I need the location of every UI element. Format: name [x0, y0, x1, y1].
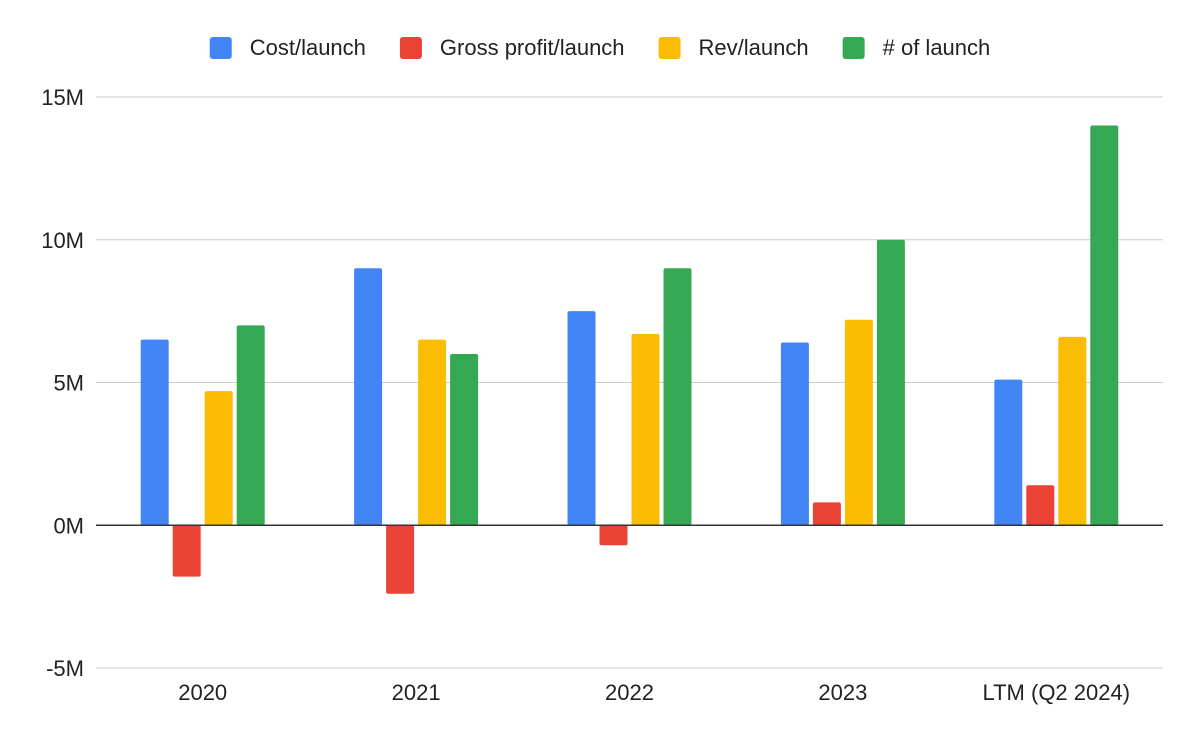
legend-item-gross-profit-launch: Gross profit/launch: [399, 35, 625, 60]
bars: [140, 125, 1119, 594]
bar-of-launch-2023: [876, 239, 905, 526]
bar-rev-launch-2020: [204, 391, 233, 526]
legend-swatch: [842, 37, 865, 59]
bar-gross-profit-launch-2021: [386, 525, 415, 594]
bar-rev-launch-ltm-q2-2024: [1058, 336, 1087, 526]
legend-label: Cost/launch: [250, 35, 366, 60]
y-tick-label: -5M: [46, 656, 84, 681]
x-tick-label: 2023: [818, 680, 867, 705]
bar-gross-profit-launch-2022: [599, 525, 628, 546]
bar-cost-launch-ltm-q2-2024: [994, 379, 1023, 526]
bar-cost-launch-2021: [354, 268, 383, 526]
bar-of-launch-2020: [236, 325, 265, 526]
legend: Cost/launch Gross profit/launch Rev/launch…: [209, 35, 991, 60]
bar-rev-launch-2022: [631, 333, 660, 526]
bar-cost-launch-2022: [567, 311, 596, 526]
x-tick-label: 2022: [605, 680, 654, 705]
bar-gross-profit-launch-2020: [172, 525, 201, 577]
y-tick-label: 10M: [41, 228, 84, 253]
legend-item-cost-launch: Cost/launch: [209, 35, 366, 60]
legend-swatch: [658, 37, 681, 59]
bar-of-launch-2021: [450, 353, 479, 526]
legend-label: # of launch: [883, 35, 991, 60]
bar-gross-profit-launch-2023: [812, 502, 841, 526]
y-tick-label: 0M: [53, 513, 84, 538]
legend-swatch: [209, 37, 232, 59]
legend-swatch: [399, 37, 422, 59]
bar-rev-launch-2023: [844, 319, 873, 526]
x-tick-label: 2021: [392, 680, 441, 705]
x-tick-label: 2020: [178, 680, 227, 705]
bar-rev-launch-2021: [418, 339, 447, 526]
x-axis: 2020 2021 2022 2023 LTM (Q2 2024): [178, 680, 1130, 705]
legend-label: Gross profit/launch: [440, 35, 625, 60]
x-tick-label: LTM (Q2 2024): [983, 680, 1131, 705]
bar-of-launch-ltm-q2-2024: [1090, 125, 1119, 526]
legend-label: Rev/launch: [699, 35, 809, 60]
legend-item-rev-launch: Rev/launch: [658, 35, 809, 60]
legend-item-of-launch: # of launch: [842, 35, 991, 60]
y-tick-label: 15M: [41, 85, 84, 110]
bar-cost-launch-2020: [140, 339, 169, 526]
bar-cost-launch-2023: [780, 342, 809, 526]
y-tick-label: 5M: [53, 371, 84, 396]
bar-of-launch-2022: [663, 268, 692, 526]
bar-gross-profit-launch-ltm-q2-2024: [1026, 485, 1055, 526]
y-axis: -5M 0M 5M 10M 15M: [41, 85, 84, 681]
gridlines: [96, 96, 1163, 669]
